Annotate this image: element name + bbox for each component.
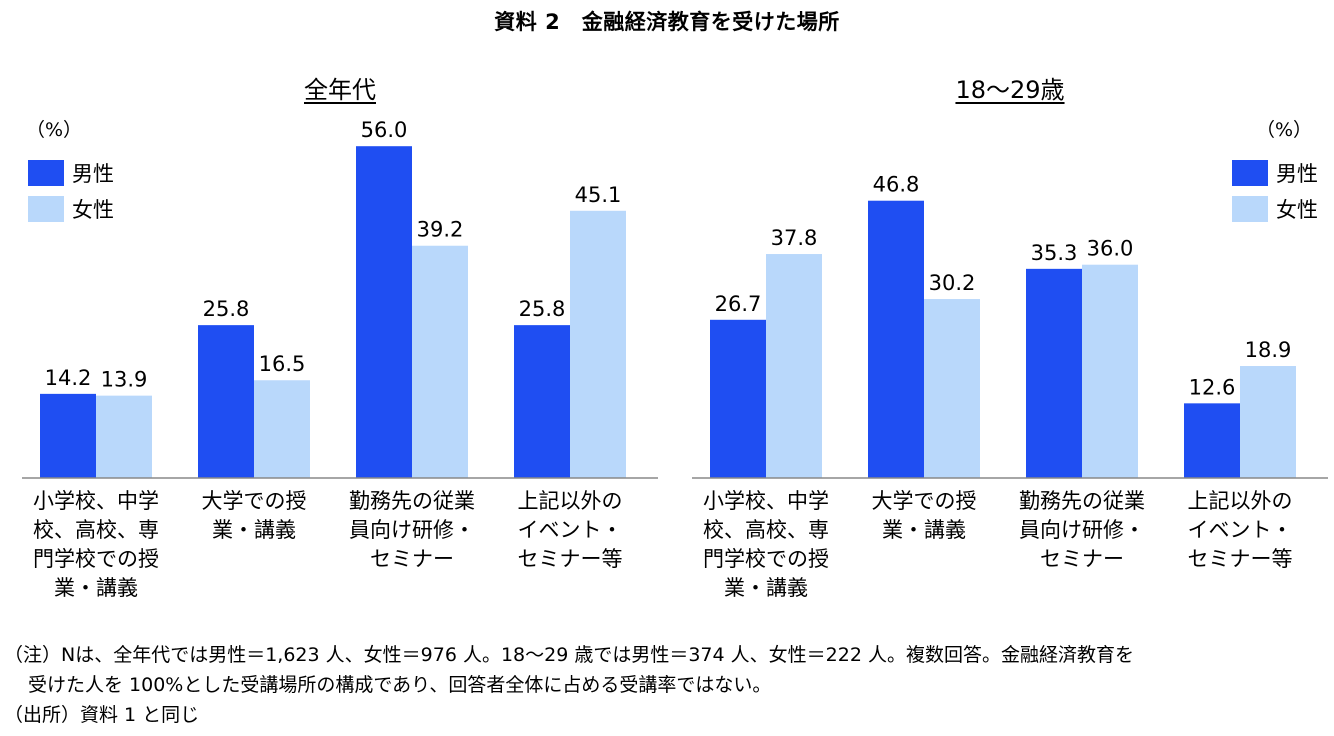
legend-item-female: 女性 — [28, 191, 114, 227]
data-label-female: 13.9 — [101, 368, 148, 392]
bar-male — [40, 393, 96, 478]
panel-title-text: 全年代 — [304, 76, 376, 104]
category-label-line: 勤務先の従業 — [1019, 489, 1145, 513]
panel-title: 18〜29歳 — [680, 70, 1334, 105]
category-label: 大学での授 業・講義 — [176, 487, 332, 545]
bar-male — [198, 325, 254, 478]
category-label-line: セミナー等 — [1187, 547, 1293, 571]
legend-swatch-male — [28, 160, 64, 186]
legend-item-female: 女性 — [1232, 191, 1318, 227]
category-label-line: 勤務先の従業 — [349, 489, 475, 513]
legend-label-male: 男性 — [1276, 162, 1318, 186]
category-label-line: 業・講義 — [882, 518, 966, 542]
legend: 男性 女性 — [28, 155, 114, 227]
chart-panel-18-29: 18〜29歳 （%） 男性 女性 26.7 37.8 46.8 30.2 35.3 36.… — [680, 60, 1334, 620]
bar-female — [1240, 366, 1296, 478]
data-label-female: 36.0 — [1087, 237, 1134, 261]
data-label-male: 12.6 — [1189, 375, 1236, 399]
legend-label-female: 女性 — [72, 198, 114, 222]
category-label-line: 業・講義 — [724, 576, 808, 600]
bar-male — [1184, 403, 1240, 478]
data-label-male: 25.8 — [519, 297, 566, 321]
bar-male — [356, 146, 412, 478]
bar-female — [1082, 264, 1138, 478]
category-label: 小学校、中学 校、高校、専 門学校での授 業・講義 — [688, 487, 844, 603]
data-label-male: 46.8 — [873, 173, 920, 197]
legend-item-male: 男性 — [1232, 155, 1318, 191]
bar-female — [254, 380, 310, 478]
data-label-male: 35.3 — [1031, 241, 1078, 265]
category-label: 大学での授 業・講義 — [846, 487, 1002, 545]
legend: 男性 女性 — [1232, 155, 1318, 227]
bar-chart-18-29: 26.7 37.8 46.8 30.2 35.3 36.0 12.6 18.9 — [692, 173, 1328, 479]
category-label-line: 業・講義 — [212, 518, 296, 542]
category-label-line: セミナー — [370, 547, 454, 571]
category-label-line: イベント・ — [517, 518, 623, 542]
category-label-line: セミナー等 — [517, 547, 623, 571]
panel-title: 全年代 — [10, 70, 670, 105]
data-label-male: 14.2 — [45, 366, 92, 390]
category-label-line: 大学での授 — [871, 489, 977, 513]
bar-female — [924, 299, 980, 478]
category-label-line: 員向け研修・ — [1019, 518, 1145, 542]
category-label-line: イベント・ — [1187, 518, 1293, 542]
category-label-line: 上記以外の — [517, 489, 623, 513]
legend-item-male: 男性 — [28, 155, 114, 191]
category-label: 勤務先の従業 員向け研修・ セミナー — [1004, 487, 1160, 574]
bar-female — [766, 254, 822, 478]
legend-swatch-female — [28, 196, 64, 222]
notes: （注）Nは、全年代では男性＝1,623 人、女性＝976 人。18〜29 歳では… — [4, 640, 1134, 730]
bar-male — [868, 200, 924, 478]
data-label-male: 56.0 — [361, 118, 408, 142]
category-label-line: 門学校での授 — [703, 547, 829, 571]
category-label-line: 校、高校、専 — [33, 518, 159, 542]
category-label-line: 業・講義 — [54, 576, 138, 600]
bar-male — [710, 319, 766, 478]
data-label-male: 26.7 — [715, 292, 762, 316]
category-label-line: 校、高校、専 — [703, 518, 829, 542]
category-label-line: 大学での授 — [201, 489, 307, 513]
bar-female — [412, 245, 468, 478]
unit-label: （%） — [1255, 119, 1312, 141]
legend-label-male: 男性 — [72, 162, 114, 186]
category-label-line: 小学校、中学 — [703, 489, 829, 513]
bar-chart-all-ages: 14.2 13.9 25.8 16.5 56.0 39.2 25.8 45.1 — [22, 118, 658, 479]
category-label: 上記以外のイベント・セミナー等 — [492, 487, 648, 574]
bar-male — [1026, 268, 1082, 478]
data-label-female: 45.1 — [575, 183, 622, 207]
source-line: （出所）資料 1 と同じ — [4, 704, 200, 726]
bar-female — [96, 395, 152, 478]
category-label-line: セミナー — [1040, 547, 1124, 571]
legend-swatch-female — [1232, 196, 1268, 222]
data-label-female: 30.2 — [929, 271, 976, 295]
bar-female — [570, 210, 626, 478]
data-label-female: 16.5 — [259, 352, 306, 376]
legend-label-female: 女性 — [1276, 198, 1318, 222]
bar-male — [514, 325, 570, 478]
chart-panel-all-ages: 全年代 （%） 男性 女性 14.2 13.9 25.8 16.5 56.0 39.2 25… — [10, 60, 670, 620]
figure-title: 資料 2 金融経済教育を受けた場所 — [494, 10, 840, 34]
category-label: 勤務先の従業 員向け研修・ セミナー — [334, 487, 490, 574]
note-line: 受けた人を 100%とした受講場所の構成であり、回答者全体に占める受講率ではない… — [28, 674, 772, 696]
category-label-line: 上記以外の — [1187, 489, 1293, 513]
category-label-line: 門学校での授 — [33, 547, 159, 571]
unit-label: （%） — [26, 119, 83, 141]
category-label: 上記以外のイベント・セミナー等 — [1162, 487, 1318, 574]
legend-swatch-male — [1232, 160, 1268, 186]
data-label-female: 37.8 — [771, 226, 818, 250]
category-label: 小学校、中学 校、高校、専 門学校での授 業・講義 — [18, 487, 174, 603]
note-line: （注）Nは、全年代では男性＝1,623 人、女性＝976 人。18〜29 歳では… — [4, 644, 1134, 666]
category-label-line: 小学校、中学 — [33, 489, 159, 513]
data-label-female: 39.2 — [417, 218, 464, 242]
category-label-line: 員向け研修・ — [349, 518, 475, 542]
panel-title-text: 18〜29歳 — [955, 76, 1065, 104]
data-label-female: 18.9 — [1245, 338, 1292, 362]
data-label-male: 25.8 — [203, 297, 250, 321]
